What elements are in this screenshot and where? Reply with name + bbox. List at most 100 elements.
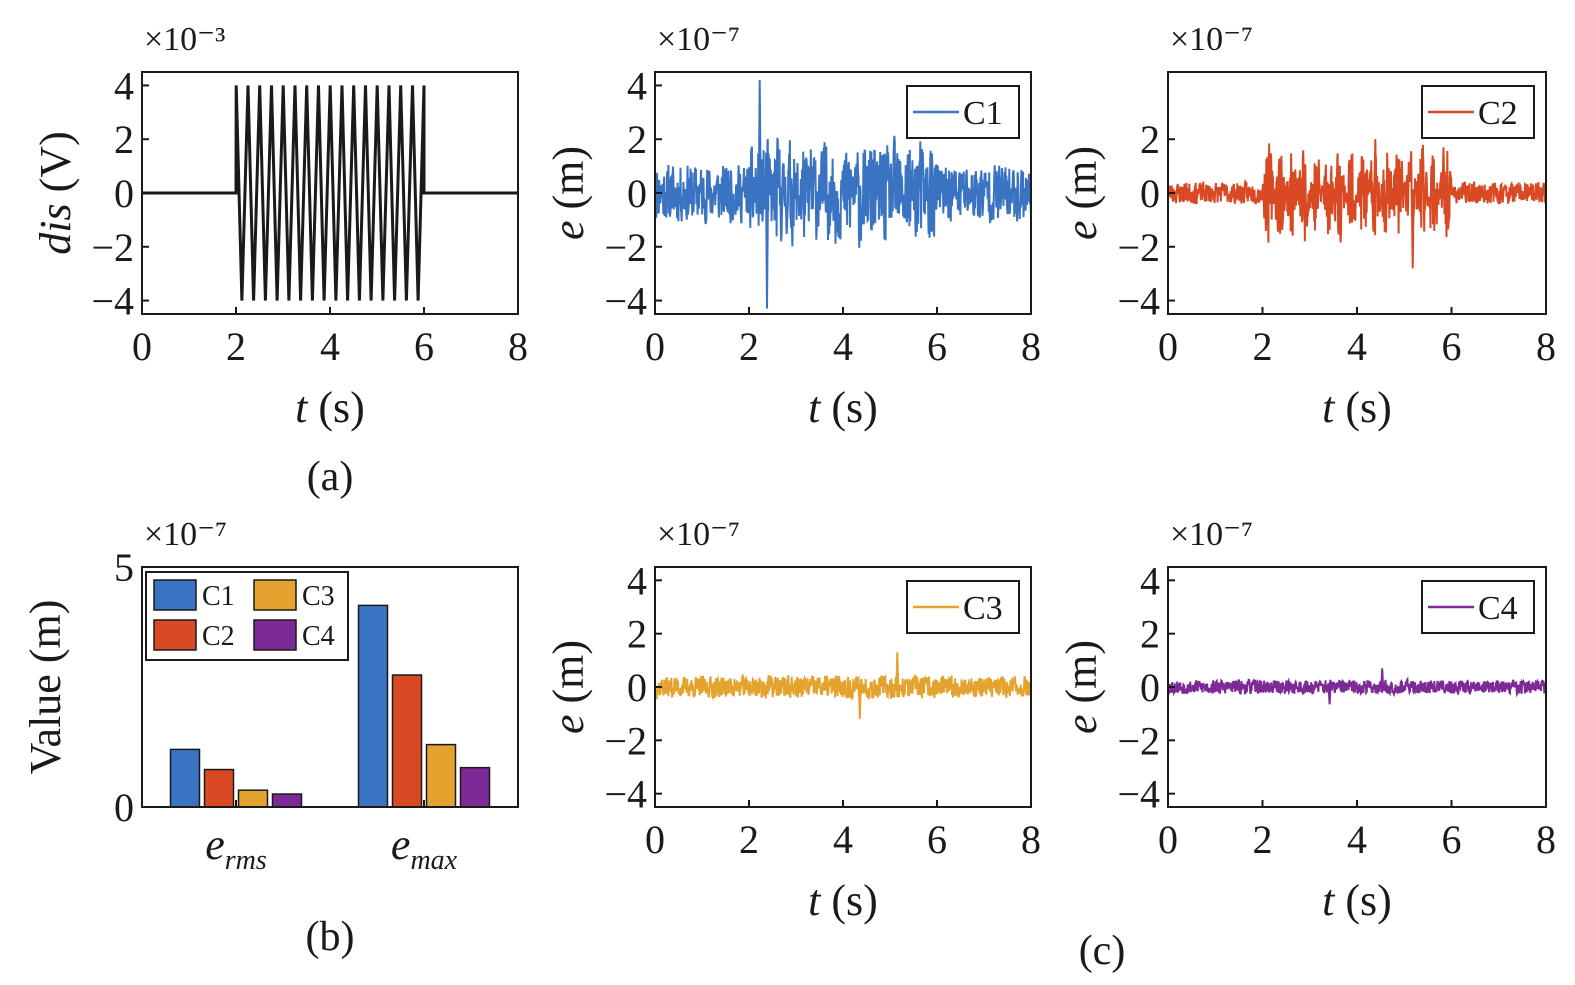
axes-frame bbox=[141, 566, 519, 808]
x-tick-label: 2 bbox=[226, 324, 246, 369]
x-tick-label: 8 bbox=[1536, 817, 1556, 862]
series-line-C2 bbox=[1168, 139, 1546, 269]
panel-c1: 0 2 4 6 8 4 2 0 −2 −4 ×10⁻⁷ t (s) e (m) C1 bbox=[544, 21, 1041, 432]
x-category-main: e bbox=[391, 820, 411, 869]
y-tick-label: −4 bbox=[604, 279, 647, 324]
x-tick-label: 2 bbox=[1253, 817, 1273, 862]
x-tick-label: 8 bbox=[1536, 324, 1556, 369]
x-tick-label: 2 bbox=[739, 324, 759, 369]
x-axis-var: t bbox=[295, 383, 309, 432]
x-tick-label: 0 bbox=[1158, 817, 1178, 862]
y-tick-label: 0 bbox=[114, 785, 134, 830]
y-tick-label: 4 bbox=[1140, 558, 1160, 603]
y-tick-label: −4 bbox=[91, 279, 134, 324]
x-tick-label: 6 bbox=[1442, 324, 1462, 369]
y-tick-label: 4 bbox=[627, 558, 647, 603]
y-tick-label: −2 bbox=[604, 718, 647, 763]
y-tick-label: 5 bbox=[114, 545, 134, 590]
x-tick-label: 4 bbox=[833, 817, 853, 862]
series-line-dis bbox=[142, 85, 518, 301]
y-axis-var: e bbox=[544, 715, 593, 735]
x-category-main: e bbox=[205, 820, 225, 869]
y-axis-var: e bbox=[1057, 221, 1106, 241]
legend-label: C2 bbox=[1478, 95, 1518, 132]
y-tick-label: 4 bbox=[114, 63, 134, 108]
bar-C2-rms bbox=[203, 768, 235, 808]
panel-c4: 0 2 4 6 8 4 2 0 −2 −4 ×10⁻⁷ t (s) e (m) C4 bbox=[1057, 516, 1556, 925]
x-tick-label: 6 bbox=[927, 324, 947, 369]
caption-a: (a) bbox=[307, 454, 354, 500]
x-category-label: emax bbox=[391, 820, 458, 876]
x-axis-unit: (s) bbox=[1334, 383, 1391, 432]
legend: C1 bbox=[906, 85, 1020, 139]
x-tick-label: 0 bbox=[645, 324, 665, 369]
y-axis-var: dis bbox=[31, 203, 80, 254]
y-tick-label: 2 bbox=[114, 117, 134, 162]
x-tick-label: 8 bbox=[1021, 817, 1041, 862]
y-tick-label: 2 bbox=[627, 612, 647, 657]
y-tick-label: 0 bbox=[627, 665, 647, 710]
panel-c2: 0 2 4 6 8 2 0 −2 −4 ×10⁻⁷ t (s) e (m) C2 bbox=[1057, 21, 1556, 432]
panel-c3: 0 2 4 6 8 4 2 0 −2 −4 ×10⁻⁷ t (s) e (m) C3 bbox=[544, 516, 1041, 925]
series-line-C4 bbox=[1168, 668, 1546, 705]
y-multiplier: ×10⁻⁷ bbox=[1170, 516, 1253, 553]
y-axis-unit: (m) bbox=[544, 146, 593, 221]
y-axis-unit: (m) bbox=[1057, 146, 1106, 221]
series-line-C1 bbox=[655, 80, 1031, 309]
y-tick-label: 0 bbox=[1140, 665, 1160, 710]
x-axis-var: t bbox=[1322, 383, 1336, 432]
bar-C3-max bbox=[425, 743, 457, 808]
y-tick-label: 0 bbox=[1140, 171, 1160, 216]
x-category-sub: rms bbox=[225, 845, 267, 876]
y-axis-unit: (m) bbox=[1057, 640, 1106, 715]
series-line-C3 bbox=[655, 652, 1031, 720]
legend-label: C1 bbox=[963, 95, 1003, 132]
x-tick-label: 0 bbox=[1158, 324, 1178, 369]
legend-label-C1: C1 bbox=[202, 581, 235, 612]
y-tick-label: −4 bbox=[604, 772, 647, 817]
x-axis-label: t (s) bbox=[1322, 876, 1392, 925]
legend-label: C3 bbox=[963, 590, 1003, 627]
y-axis-label: e (m) bbox=[544, 146, 593, 240]
x-tick-label: 4 bbox=[833, 324, 853, 369]
legend-swatch-C2 bbox=[153, 619, 197, 651]
x-axis-label: t (s) bbox=[808, 383, 878, 432]
bar-C4-rms bbox=[271, 793, 303, 808]
legend-swatch-C3 bbox=[253, 579, 297, 611]
y-axis-unit: (V) bbox=[31, 131, 80, 203]
x-tick-label: 4 bbox=[1347, 817, 1367, 862]
x-axis-label: t (s) bbox=[808, 876, 878, 925]
caption-c: (c) bbox=[1079, 928, 1126, 974]
legend-swatch-C1 bbox=[153, 579, 197, 611]
x-axis-var: t bbox=[1322, 876, 1336, 925]
bar-C4-max bbox=[459, 766, 491, 808]
y-tick-label: 2 bbox=[1140, 117, 1160, 162]
y-axis-label: e (m) bbox=[1057, 640, 1106, 734]
y-tick-label: 2 bbox=[1140, 612, 1160, 657]
y-axis-var: e bbox=[544, 221, 593, 241]
x-axis-unit: (s) bbox=[820, 876, 877, 925]
legend-label-C4: C4 bbox=[302, 621, 335, 652]
y-tick-label: −2 bbox=[91, 225, 134, 270]
x-tick-label: 6 bbox=[414, 324, 434, 369]
x-tick-label: 2 bbox=[1253, 324, 1273, 369]
legend-label-C3: C3 bbox=[302, 581, 335, 612]
y-axis-unit: (m) bbox=[544, 640, 593, 715]
x-axis-var: t bbox=[808, 876, 822, 925]
y-axis-label: e (m) bbox=[1057, 146, 1106, 240]
x-tick-label: 6 bbox=[1442, 817, 1462, 862]
y-multiplier: ×10⁻⁷ bbox=[1170, 21, 1253, 58]
legend: C2 bbox=[1421, 85, 1535, 139]
y-axis-label: Value (m) bbox=[21, 600, 70, 775]
legend: C1 C3 C2 C4 bbox=[145, 571, 349, 661]
x-axis-unit: (s) bbox=[1334, 876, 1391, 925]
bar-C1-max bbox=[357, 604, 389, 808]
y-tick-label: −2 bbox=[604, 225, 647, 270]
x-axis-unit: (s) bbox=[820, 383, 877, 432]
y-tick-label: −2 bbox=[1117, 225, 1160, 270]
x-tick-label: 6 bbox=[927, 817, 947, 862]
legend-swatch-C4 bbox=[253, 619, 297, 651]
y-multiplier: ×10⁻⁷ bbox=[657, 516, 740, 553]
bar-C2-max bbox=[391, 674, 423, 808]
